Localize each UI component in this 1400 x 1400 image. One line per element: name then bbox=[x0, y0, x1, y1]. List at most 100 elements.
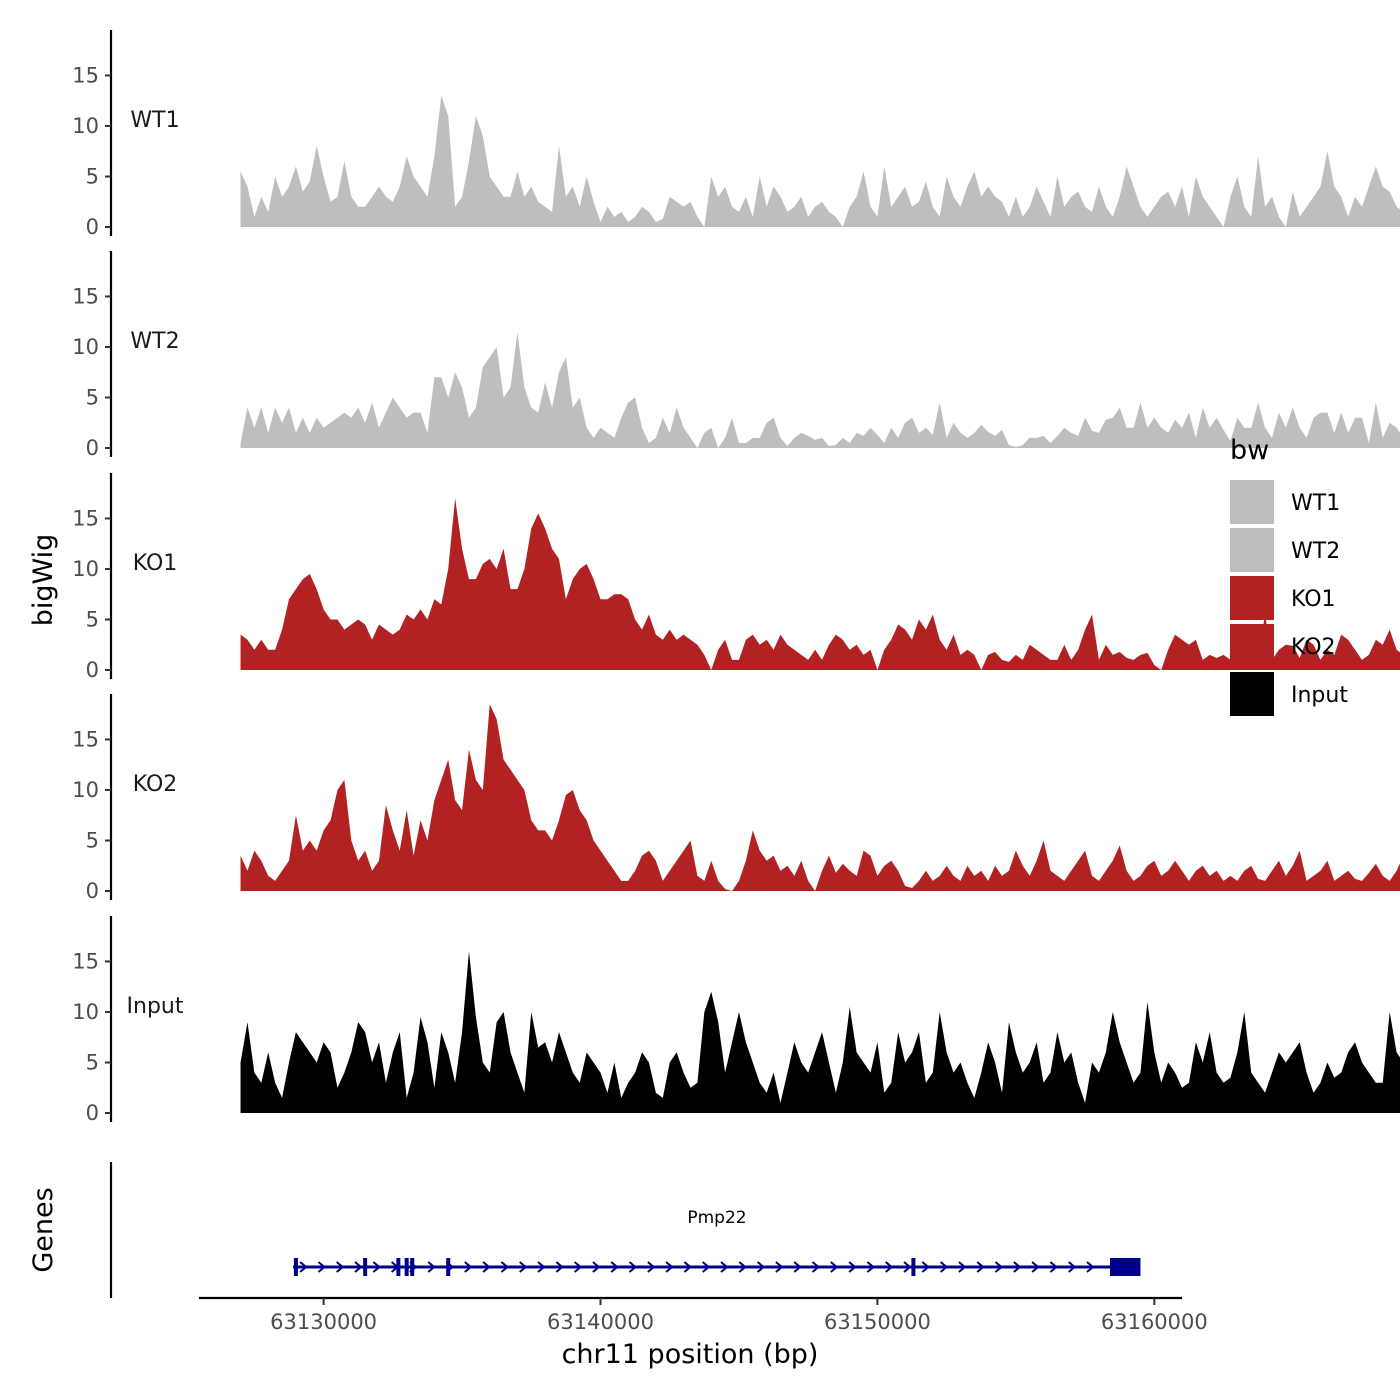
legend-items: WT1 WT2 KO1 KO2 Input bbox=[1230, 480, 1348, 716]
strand-arrow bbox=[903, 1261, 912, 1273]
y-tick-label: 5 bbox=[86, 607, 99, 631]
strand-arrow bbox=[1049, 1261, 1058, 1273]
legend-key-ko2 bbox=[1230, 624, 1274, 668]
legend: bw WT1 WT2 KO1 KO2 Input bbox=[1230, 435, 1348, 716]
strand-arrow bbox=[683, 1261, 692, 1273]
strand-arrow bbox=[793, 1261, 802, 1273]
strand-arrow bbox=[592, 1261, 601, 1273]
signal-area-wt1[interactable] bbox=[240, 95, 1400, 227]
y-tick-label: 5 bbox=[86, 828, 99, 852]
strand-arrow bbox=[1086, 1261, 1095, 1273]
y-tick-label: 10 bbox=[72, 1000, 99, 1024]
strand-arrow bbox=[647, 1261, 656, 1273]
gene-label: Pmp22 bbox=[687, 1208, 746, 1228]
strand-arrow bbox=[628, 1261, 638, 1273]
signal-area-input[interactable] bbox=[240, 951, 1400, 1113]
y-tick-label: 15 bbox=[72, 63, 99, 87]
y-tick-label: 0 bbox=[86, 879, 99, 903]
track-label-input: Input bbox=[127, 994, 184, 1019]
legend-key-wt2 bbox=[1230, 528, 1274, 572]
gene-track: Genes Pmp22 bbox=[28, 1162, 1141, 1298]
strand-arrow bbox=[921, 1261, 930, 1273]
y-tick-label: 15 bbox=[72, 949, 99, 973]
legend-key-input bbox=[1230, 672, 1274, 716]
x-axis-ticks: 63130000 63140000 63150000 63160000 bbox=[270, 1298, 1208, 1334]
strand-arrow bbox=[665, 1261, 674, 1273]
y-tick-label: 15 bbox=[72, 727, 99, 751]
track-label-wt2: WT2 bbox=[130, 329, 179, 354]
strand-arrow bbox=[573, 1261, 583, 1273]
strand-arrow bbox=[555, 1261, 564, 1273]
strand-arrow bbox=[939, 1261, 949, 1273]
track-label-ko1: KO1 bbox=[133, 551, 178, 576]
y-tick-label: 15 bbox=[72, 506, 99, 530]
legend-title: bw bbox=[1230, 435, 1269, 466]
gene-track-title: Genes bbox=[28, 1187, 59, 1272]
y-tick-label: 5 bbox=[86, 1050, 99, 1074]
y-tick-label: 5 bbox=[86, 164, 99, 188]
strand-arrow bbox=[848, 1261, 857, 1273]
y-tick-label: 0 bbox=[86, 1101, 99, 1125]
strand-arrow bbox=[885, 1261, 894, 1273]
x-axis-title: chr11 position (bp) bbox=[562, 1339, 819, 1370]
gene-exon bbox=[363, 1258, 368, 1276]
strand-arrow bbox=[427, 1261, 436, 1273]
strand-arrow bbox=[1031, 1261, 1040, 1273]
strand-arrow bbox=[958, 1261, 967, 1273]
strand-arrow bbox=[994, 1261, 1004, 1273]
signal-tracks: 0 5 10 15 WT1 0 5 10 15 WT2 0 5 10 15 KO1 0 5 10 15 KO2 0 5 10… bbox=[72, 30, 1400, 1125]
gene-exon bbox=[410, 1258, 415, 1276]
strand-arrow bbox=[336, 1261, 345, 1273]
signal-area-ko2[interactable] bbox=[240, 704, 1400, 891]
gene-model-pmp22[interactable] bbox=[293, 1258, 1141, 1276]
strand-arrow bbox=[811, 1261, 821, 1273]
x-axis: 63130000 63140000 63150000 63160000 chr11 p… bbox=[199, 1296, 1208, 1370]
track-label-ko2: KO2 bbox=[133, 772, 178, 797]
track-input: 0 5 10 15 Input bbox=[72, 916, 1400, 1125]
legend-label-ko2: KO2 bbox=[1291, 635, 1336, 660]
strand-arrow bbox=[756, 1261, 766, 1273]
legend-label-wt2: WT2 bbox=[1291, 539, 1340, 564]
y-tick-label: 10 bbox=[72, 557, 99, 581]
legend-key-wt1 bbox=[1230, 480, 1274, 524]
y-tick-label: 5 bbox=[86, 385, 99, 409]
x-tick-label: 63130000 bbox=[270, 1310, 377, 1334]
strand-arrow bbox=[354, 1261, 363, 1273]
strand-arrow bbox=[830, 1261, 839, 1273]
gene-utr-block bbox=[1110, 1258, 1141, 1276]
signal-area-ko1[interactable] bbox=[240, 498, 1400, 670]
y-tick-label: 10 bbox=[72, 335, 99, 359]
x-tick-label: 63150000 bbox=[824, 1310, 931, 1334]
track-wt2: 0 5 10 15 WT2 bbox=[72, 251, 1400, 460]
strand-arrow bbox=[317, 1261, 326, 1273]
strand-arrow bbox=[702, 1261, 711, 1273]
strand-arrow bbox=[775, 1261, 784, 1273]
y-tick-label: 0 bbox=[86, 658, 99, 682]
strand-arrow bbox=[519, 1261, 528, 1273]
strand-arrow bbox=[866, 1261, 875, 1273]
track-label-wt1: WT1 bbox=[130, 108, 179, 133]
strand-arrow bbox=[738, 1261, 747, 1273]
gene-exon bbox=[911, 1258, 916, 1276]
strand-arrow bbox=[976, 1261, 985, 1273]
legend-label-wt1: WT1 bbox=[1291, 491, 1340, 516]
y-tick-label: 0 bbox=[86, 436, 99, 460]
strand-arrow bbox=[464, 1261, 473, 1273]
track-ko1: 0 5 10 15 KO1 bbox=[72, 473, 1400, 682]
strand-arrow bbox=[372, 1261, 381, 1273]
signal-area-wt2[interactable] bbox=[240, 331, 1400, 448]
gene-exon bbox=[446, 1258, 451, 1276]
x-tick-label: 63160000 bbox=[1101, 1310, 1208, 1334]
strand-arrow bbox=[500, 1261, 509, 1273]
y-tick-label: 10 bbox=[72, 114, 99, 138]
gene-exon bbox=[404, 1258, 409, 1276]
strand-arrow bbox=[720, 1261, 729, 1273]
y-tick-label: 0 bbox=[86, 215, 99, 239]
y-tick-label: 10 bbox=[72, 778, 99, 802]
y-axis-title: bigWig bbox=[28, 534, 59, 627]
strand-arrow bbox=[610, 1261, 619, 1273]
legend-label-input: Input bbox=[1291, 683, 1348, 708]
x-tick-label: 63140000 bbox=[547, 1310, 654, 1334]
y-axis-title-group: bigWig bbox=[28, 534, 59, 627]
